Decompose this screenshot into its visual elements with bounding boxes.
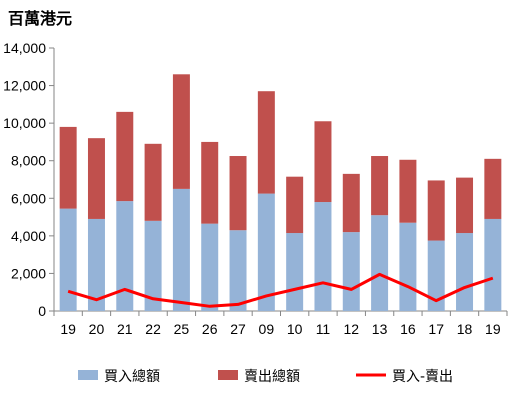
- sell-total-bar: [144, 143, 162, 221]
- y-tick-label: 4,000: [11, 228, 46, 244]
- x-tick-label: 12: [343, 321, 359, 337]
- x-tick-label: 21: [117, 321, 133, 337]
- sell-total-bar: [201, 141, 219, 224]
- x-tick-label: 16: [400, 321, 416, 337]
- sell-total-bar: [342, 173, 360, 233]
- legend-label: 買入-賣出: [392, 369, 453, 385]
- x-tick-label: 13: [372, 321, 388, 337]
- buy-total-bar: [286, 233, 304, 311]
- buy-total-bar: [342, 232, 360, 311]
- x-tick-label: 17: [428, 321, 444, 337]
- sell-total-bar: [286, 176, 304, 234]
- bars: [59, 74, 502, 311]
- buy-total-bar: [229, 230, 247, 311]
- sell-total-bar: [371, 156, 389, 216]
- y-tick-label: 2,000: [11, 265, 46, 281]
- buy-total-bar: [59, 208, 77, 311]
- buy-total-bar: [314, 202, 332, 311]
- buy-total-bar: [399, 222, 417, 311]
- legend-label: 買入總額: [104, 368, 160, 385]
- buy-total-bar: [201, 223, 219, 311]
- sell-total-bar: [456, 177, 474, 234]
- buy-total-bar: [87, 218, 105, 311]
- buy-total-bar: [484, 218, 502, 311]
- sell-total-bar: [87, 138, 105, 219]
- sell-total-bar: [314, 121, 332, 203]
- x-tick-label: 20: [89, 321, 105, 337]
- sell-total-bar: [116, 111, 134, 202]
- x-tick-label: 27: [230, 321, 246, 337]
- sell-total-bar: [59, 126, 77, 209]
- y-tick-label: 10,000: [3, 115, 46, 131]
- x-tick-label: 10: [287, 321, 303, 337]
- x-tick-label: 19: [485, 321, 501, 337]
- net-buy-sell-line: [67, 272, 494, 308]
- sell-total-bar: [229, 156, 247, 231]
- y-tick-label: 6,000: [11, 190, 46, 206]
- x-tick-label: 11: [316, 321, 331, 337]
- buy-total-bar: [172, 188, 190, 311]
- buy-total-bar: [257, 193, 275, 311]
- legend: 買入總額 賣出總額 買入-賣出: [78, 368, 453, 385]
- sell-total-bar: [484, 158, 502, 219]
- buy-total-bar: [427, 240, 445, 311]
- buy-total-bar: [456, 233, 474, 311]
- sell-total-bar: [172, 74, 190, 189]
- sell-total-bar: [427, 180, 445, 241]
- y-tick-label: 12,000: [3, 78, 46, 94]
- y-tick-label: 0: [38, 303, 46, 319]
- y-tick-label: 14,000: [3, 40, 46, 56]
- axes: 0 2,000 4,000 6,000 8,000 10,000 12,000 14,000 1…: [3, 40, 508, 337]
- legend-swatch-buy: [78, 370, 98, 380]
- legend-label: 賣出總額: [244, 368, 300, 385]
- sell-total-bar: [399, 159, 417, 223]
- x-tick-label: 18: [457, 321, 473, 337]
- chart-title: 百萬港元: [8, 9, 73, 28]
- net-line: [67, 272, 494, 308]
- x-tick-label: 26: [202, 321, 218, 337]
- x-tick-label: 09: [259, 321, 275, 337]
- buy-total-bar: [144, 220, 162, 311]
- buy-total-bar: [116, 201, 134, 311]
- legend-swatch-sell: [218, 370, 238, 380]
- x-tick-label: 25: [174, 321, 190, 337]
- buy-total-bar: [371, 215, 389, 311]
- x-tick-label: 19: [60, 321, 76, 337]
- x-tick-label: 22: [145, 321, 161, 337]
- sell-total-bar: [257, 91, 275, 194]
- y-tick-label: 8,000: [11, 153, 46, 169]
